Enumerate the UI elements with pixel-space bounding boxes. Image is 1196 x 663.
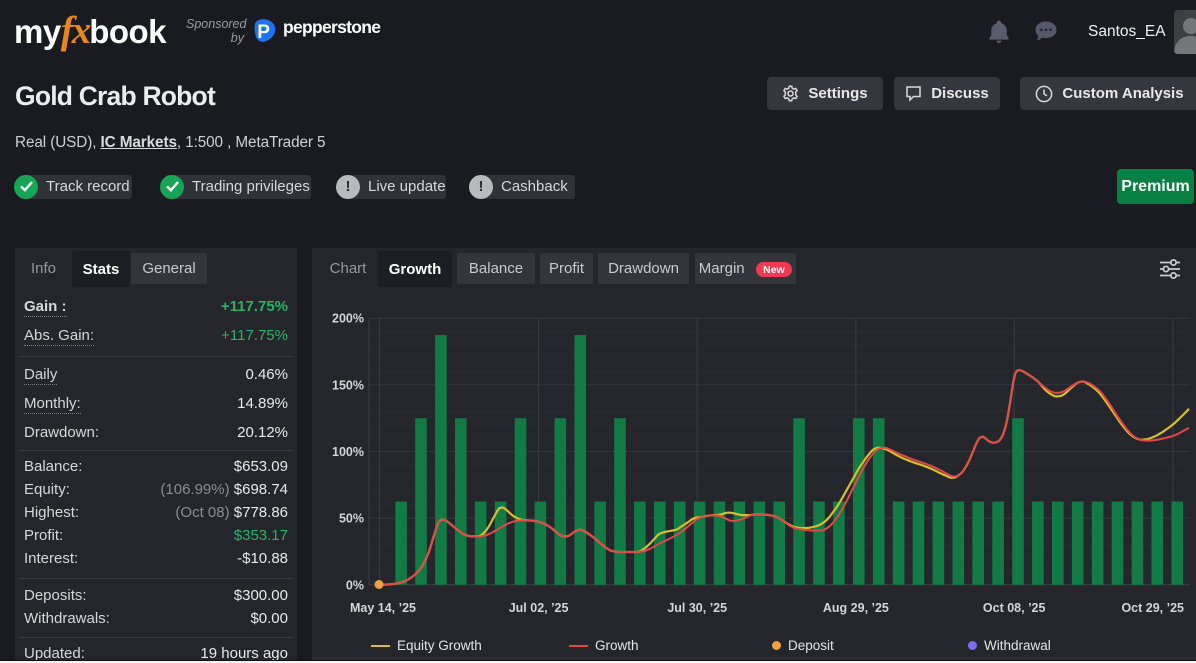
svg-text:May 14, ’25: May 14, ’25 <box>350 601 416 615</box>
svg-text:Aug 29, ’25: Aug 29, ’25 <box>823 601 889 615</box>
svg-text:Jul 30, ’25: Jul 30, ’25 <box>667 601 727 615</box>
svg-text:150%: 150% <box>332 378 364 392</box>
svg-text:50%: 50% <box>339 512 364 526</box>
svg-text:200%: 200% <box>332 312 364 326</box>
svg-text:Oct 08, ’25: Oct 08, ’25 <box>983 601 1046 615</box>
svg-text:0%: 0% <box>346 578 364 592</box>
svg-text:100%: 100% <box>332 445 364 459</box>
svg-text:P: P <box>257 22 270 43</box>
svg-text:Oct 29, ’25: Oct 29, ’25 <box>1121 601 1184 615</box>
svg-text:Jul 02, ’25: Jul 02, ’25 <box>509 601 569 615</box>
